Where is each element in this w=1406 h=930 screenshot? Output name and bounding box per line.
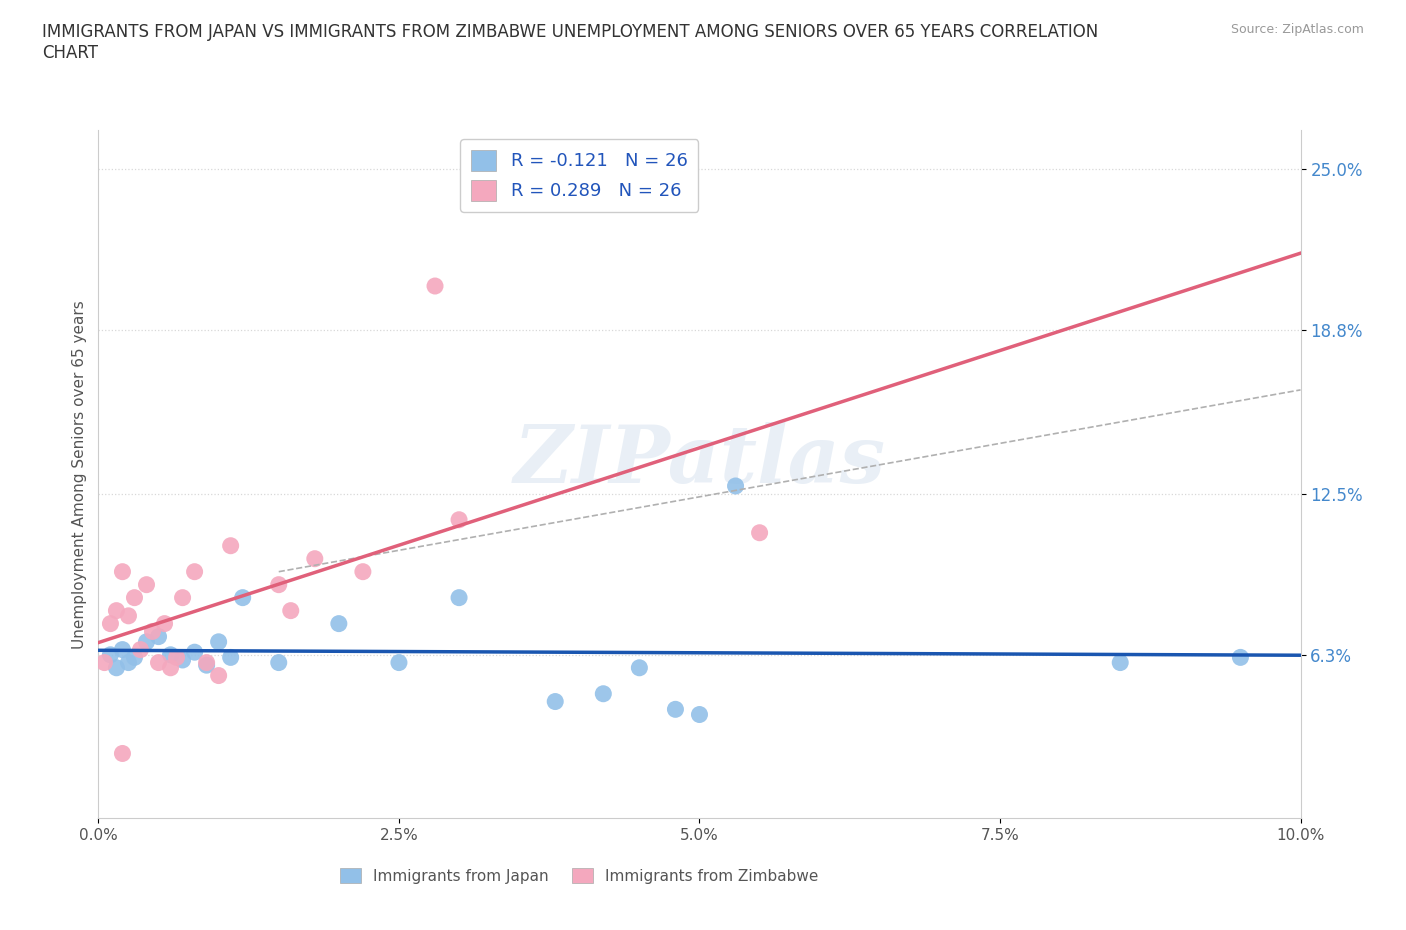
Point: [159, 647, 181, 662]
Text: ZIPatlas: ZIPatlas: [513, 422, 886, 499]
Point: [208, 668, 231, 683]
Point: [219, 538, 242, 553]
Point: [124, 591, 146, 605]
Point: [124, 650, 146, 665]
Point: [748, 525, 770, 540]
Point: [117, 608, 139, 623]
Point: [100, 617, 122, 631]
Point: [1109, 655, 1132, 670]
Point: [267, 655, 290, 670]
Point: [111, 746, 134, 761]
Point: [105, 604, 128, 618]
Text: IMMIGRANTS FROM JAPAN VS IMMIGRANTS FROM ZIMBABWE UNEMPLOYMENT AMONG SENIORS OVE: IMMIGRANTS FROM JAPAN VS IMMIGRANTS FROM…: [42, 23, 1098, 62]
Point: [219, 650, 242, 665]
Point: [664, 702, 686, 717]
Y-axis label: Unemployment Among Seniors over 65 years: Unemployment Among Seniors over 65 years: [72, 300, 87, 649]
Point: [352, 565, 374, 579]
Point: [135, 578, 157, 592]
Point: [153, 617, 176, 631]
Point: [93, 655, 115, 670]
Point: [232, 591, 254, 605]
Point: [148, 630, 170, 644]
Point: [447, 512, 470, 527]
Point: [105, 660, 128, 675]
Point: [183, 644, 205, 659]
Point: [129, 642, 152, 657]
Point: [388, 655, 411, 670]
Point: [159, 660, 181, 675]
Point: [172, 591, 194, 605]
Point: [328, 617, 350, 631]
Point: [592, 686, 614, 701]
Point: [208, 634, 231, 649]
Point: [141, 624, 163, 639]
Point: [447, 591, 470, 605]
Point: [166, 650, 188, 665]
Text: Source: ZipAtlas.com: Source: ZipAtlas.com: [1230, 23, 1364, 36]
Point: [148, 655, 170, 670]
Point: [172, 653, 194, 668]
Legend: Immigrants from Japan, Immigrants from Zimbabwe: Immigrants from Japan, Immigrants from Z…: [333, 862, 825, 890]
Point: [183, 565, 205, 579]
Point: [195, 655, 218, 670]
Point: [544, 694, 567, 709]
Point: [267, 578, 290, 592]
Point: [111, 642, 134, 657]
Point: [117, 655, 139, 670]
Point: [135, 634, 157, 649]
Point: [280, 604, 302, 618]
Point: [1229, 650, 1251, 665]
Point: [688, 707, 710, 722]
Point: [111, 565, 134, 579]
Point: [100, 647, 122, 662]
Point: [423, 279, 446, 294]
Point: [724, 479, 747, 494]
Point: [195, 658, 218, 672]
Point: [304, 551, 326, 566]
Point: [628, 660, 651, 675]
